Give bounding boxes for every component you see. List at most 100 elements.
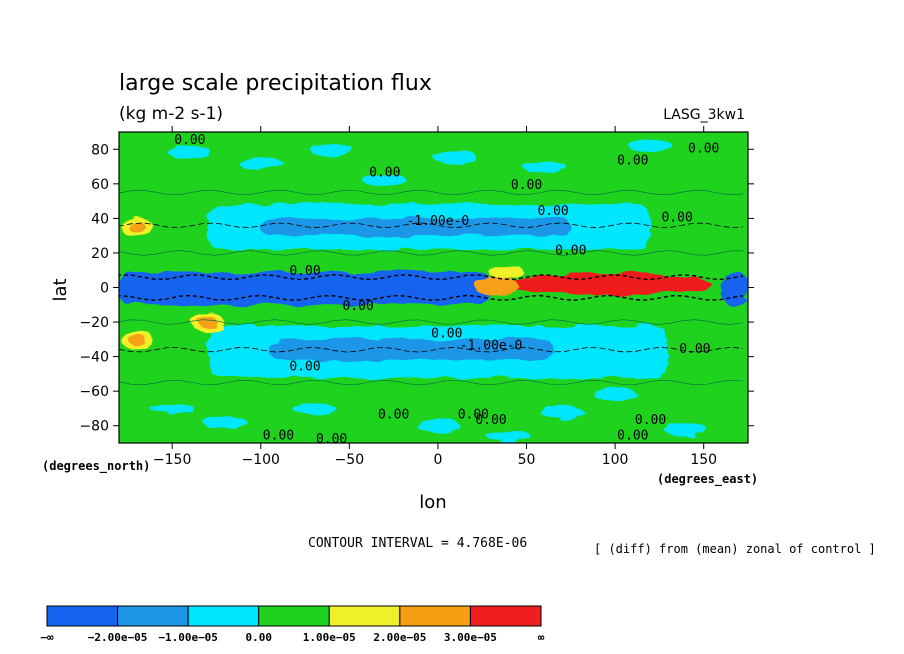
colorbar: −∞ −2.00e−05 −1.00e−05 0.00 1.00e−05 2.00e−05…: [40, 605, 545, 644]
contour-label: 0.00: [679, 342, 710, 357]
contour-line: [119, 222, 744, 229]
colorbar-label: 3.00e−05: [444, 631, 497, 644]
run-label: LASG_3kw1: [663, 107, 745, 123]
contour-label: -1.00e-0: [460, 339, 523, 354]
contour-line: [119, 346, 744, 353]
x-tick-label: 150: [690, 452, 717, 468]
contour-line: [119, 250, 744, 256]
region-patch-orange: [474, 276, 519, 297]
colorbar-bin: [258, 605, 330, 627]
contour-label: 0.00: [537, 204, 568, 219]
region-speckle: [150, 402, 195, 415]
contour-label: 0.00: [369, 166, 400, 181]
contour-label: 0.00: [475, 413, 506, 428]
contour-label: 0.00: [289, 264, 320, 279]
contour-label: 0.00: [661, 211, 692, 226]
contour-line: [119, 379, 744, 386]
y-unit-label: (degrees_north): [42, 459, 150, 474]
y-tick-label: 20: [91, 246, 109, 262]
colorbar-bin: [117, 605, 189, 627]
chart-subtitle: (kg m-2 s-1): [119, 104, 223, 124]
x-tick-label: −50: [335, 452, 365, 468]
contour-label: 0.00: [688, 142, 719, 157]
x-tick-label: −150: [153, 452, 191, 468]
y-tick-label: −40: [79, 350, 109, 366]
contour-lines-layer: [119, 189, 744, 386]
region-speckle: [593, 388, 638, 401]
region-speckle: [539, 405, 584, 418]
x-tick-label: −100: [242, 452, 280, 468]
region-patch-core: [198, 316, 217, 328]
contour-label: 0.00: [378, 408, 409, 423]
contour-label: 0.00: [343, 299, 374, 314]
region-speckle: [415, 419, 460, 432]
contour-line: [119, 294, 744, 301]
x-unit-label: (degrees_east): [657, 472, 758, 487]
region-band: [269, 339, 554, 361]
y-tick-label: −60: [79, 384, 109, 400]
contour-labels-layer: 0.000.000.000.000.000.00 0.000.000.000.00…: [174, 133, 719, 447]
region-patch-yellow: [488, 266, 525, 279]
region-speckle: [522, 160, 567, 173]
x-tick-label: 0: [433, 452, 442, 468]
contour-label: 0.00: [511, 178, 542, 193]
colorbar-label: −2.00e−05: [88, 631, 148, 644]
contour-label: 0.00: [555, 243, 586, 258]
region-speckle: [486, 430, 531, 443]
contour-label: 0.00: [635, 413, 666, 428]
colorbar-bin: [46, 605, 119, 627]
y-tick-label: 0: [100, 281, 109, 297]
contour-label: 0.00: [263, 428, 294, 443]
contour-label: 0.00: [289, 359, 320, 374]
plot-area: 0.000.000.000.000.000.00 0.000.000.000.00…: [119, 132, 748, 447]
colorbar-label: −∞: [40, 631, 54, 644]
contour-label: 0.00: [617, 154, 648, 169]
region-speckle: [663, 423, 708, 436]
y-tick-label: −80: [79, 419, 109, 435]
region-speckle: [167, 146, 212, 159]
region-speckle: [291, 402, 336, 415]
contour-label: 0.00: [617, 428, 648, 443]
x-tick-label: 100: [602, 452, 629, 468]
colorbar-label: 1.00e−05: [303, 631, 356, 644]
region-patch-core: [127, 333, 146, 345]
colorbar-label: 2.00e−05: [373, 631, 426, 644]
contour-label: 0.00: [316, 432, 347, 447]
colorbar-bin: [187, 605, 260, 627]
x-axis-label: lon: [419, 492, 446, 513]
contour-line: [119, 274, 744, 281]
x-tick-label: 50: [518, 452, 536, 468]
colorbar-bin: [469, 605, 542, 627]
colorbar-label: ∞: [538, 631, 545, 644]
colorbar-bin: [399, 605, 471, 627]
y-tick-label: 80: [91, 142, 109, 158]
y-tick-label: 60: [91, 177, 109, 193]
contour-label: 0.00: [458, 408, 489, 423]
y-axis-label: lat: [50, 278, 71, 301]
region-speckle: [238, 157, 283, 170]
region-band: [119, 271, 492, 305]
contour-label: 0.00: [174, 133, 205, 148]
contour-line: [119, 189, 744, 196]
colorbar-label: −1.00e−05: [158, 631, 218, 644]
contour-label: 0.00: [431, 326, 462, 341]
y-tick-label: 40: [91, 211, 109, 227]
x-axis: −150 −100 −50 0 50 100 150: [153, 126, 717, 468]
contour-interval-text: CONTOUR INTERVAL = 4.768E-06: [308, 536, 527, 551]
region-speckle: [203, 416, 248, 429]
colorbar-label: 0.00: [245, 631, 272, 644]
contour-label: -1.00e-0: [407, 214, 470, 229]
colorbar-bin: [328, 605, 401, 627]
region-patch-core: [127, 221, 146, 233]
y-tick-label: −20: [79, 315, 109, 331]
contour-line: [119, 319, 744, 325]
diff-note: [ (diff) from (mean) zonal of control ]: [594, 542, 876, 556]
y-axis: 80 60 40 20 0 −20 −40 −60 −80: [79, 142, 754, 435]
region-speckle: [628, 139, 673, 152]
region-band: [260, 218, 571, 236]
region-speckle: [433, 151, 478, 164]
region-speckle: [362, 174, 407, 187]
region-speckle: [309, 143, 354, 156]
chart-title: large scale precipitation flux: [119, 71, 432, 96]
